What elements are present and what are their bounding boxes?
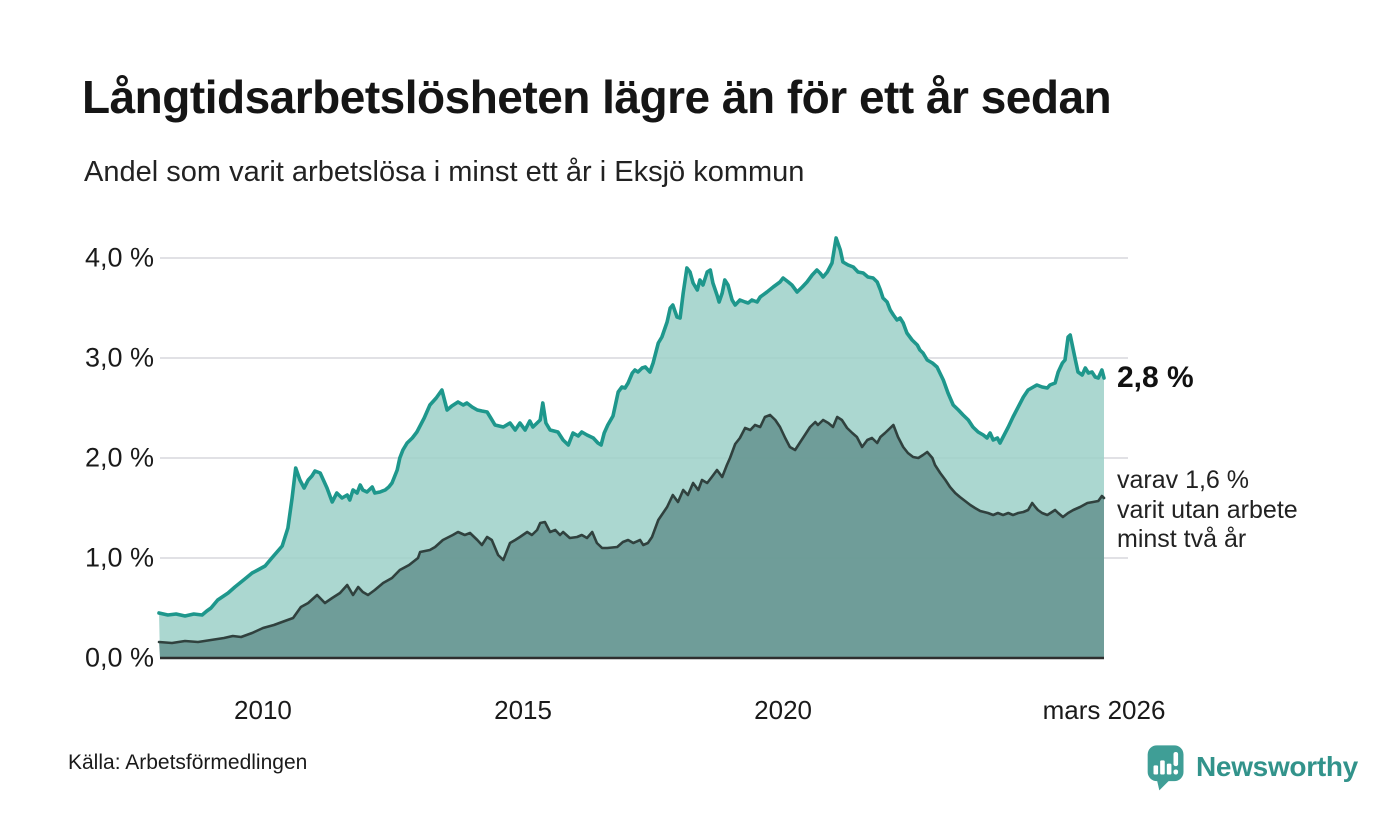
series-2yr-area	[159, 415, 1104, 658]
latest-value-label: 2,8 %	[1117, 361, 1194, 394]
secondary-value-label: varav 1,6 % varit utan arbete minst två …	[1117, 466, 1298, 553]
source-note: Källa: Arbetsförmedlingen	[68, 751, 308, 774]
chart-subtitle: Andel som varit arbetslösa i minst ett å…	[84, 156, 805, 188]
brand-logo-lockup: Newsworthy	[1146, 742, 1358, 792]
series-1yr-line	[157, 236, 1106, 618]
page-title: Långtidsarbetslösheten lägre än för ett …	[82, 71, 1112, 123]
newsworthy-logo-icon	[1147, 745, 1184, 791]
brand-name: Newsworthy	[1196, 751, 1358, 782]
series-2yr-line	[157, 413, 1106, 645]
